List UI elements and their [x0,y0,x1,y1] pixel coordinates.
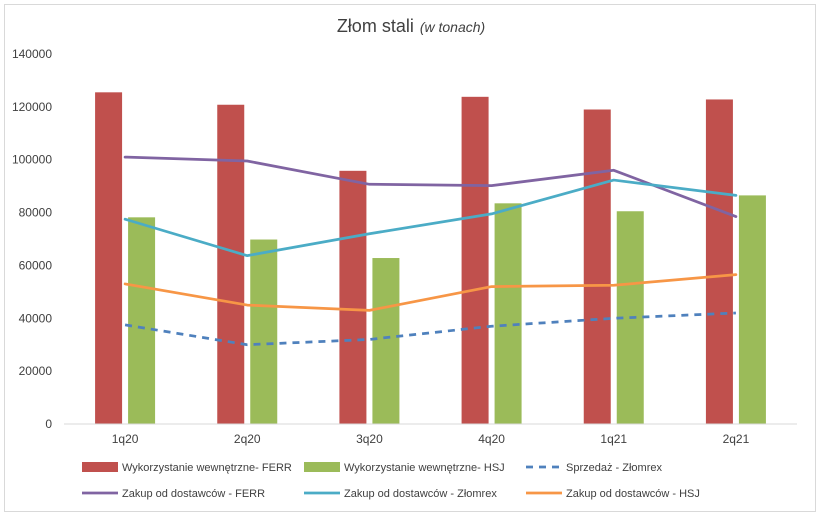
chart-title-text: Złom stali [336,16,414,36]
bar [372,258,400,424]
bar [461,96,489,425]
bar [738,195,766,424]
y-tick-label: 80000 [19,206,53,220]
bar [250,239,278,424]
x-tick-label: 3q20 [356,432,383,446]
y-tick-label: 20000 [19,364,53,378]
series-line [123,178,738,258]
y-tick-label: 0 [45,417,52,431]
x-tick-label: 4q20 [478,432,505,446]
legend-label: Zakup od dostawców - FERR [122,488,265,500]
chart-subtitle: (w tonach) [419,19,486,35]
x-tick-label: 2q20 [234,432,261,446]
legend-label: Zakup od dostawców - Złomrex [344,488,497,500]
series-line [123,273,738,312]
y-tick-label: 140000 [12,47,52,61]
legend-label: Wykorzystanie wewnętrzne- FERR [122,462,292,474]
bar [95,92,123,425]
x-tick-label: 1q20 [112,432,139,446]
legend-label: Zakup od dostawców - HSJ [566,488,700,500]
legend-swatch [82,462,118,472]
bar [339,170,367,424]
bar [705,99,733,424]
bar [128,217,156,424]
legend-swatch [304,462,340,472]
x-tick-label: 1q21 [600,432,627,446]
bar [494,203,522,424]
bar [217,104,245,424]
y-tick-label: 120000 [12,100,52,114]
series-line [123,155,738,218]
y-tick-label: 100000 [12,153,52,167]
chart-title: Złom stali (w tonach) [0,16,822,37]
y-tick-label: 60000 [19,258,53,272]
x-tick-label: 2q21 [723,432,750,446]
legend-label: Sprzedaż - Złomrex [566,462,662,474]
series-line [124,311,736,347]
bar [583,109,611,424]
y-tick-label: 40000 [19,311,53,325]
legend-label: Wykorzystanie wewnętrzne- HSJ [344,462,505,474]
